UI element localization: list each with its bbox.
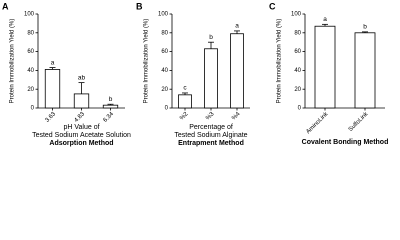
bar: [230, 33, 244, 109]
bar: [73, 93, 90, 109]
y-tick-label: 40: [27, 68, 34, 74]
x-tick-label: AminoLink: [305, 111, 330, 136]
bar: [44, 69, 61, 109]
y-tick-label: 60: [27, 49, 34, 55]
significance-letter: c: [183, 85, 187, 92]
x-axis-label: pH Value of: [63, 124, 99, 131]
y-tick-label: 0: [165, 106, 169, 112]
y-tick-label: 100: [24, 12, 35, 18]
x-tick-label: %2: [179, 111, 190, 122]
significance-letter: b: [109, 96, 113, 103]
significance-letter: a: [51, 59, 55, 66]
x-tick-label: 4.83: [74, 111, 87, 124]
y-tick-label: 80: [294, 30, 301, 36]
significance-letter: a: [323, 16, 327, 23]
y-tick-label: 80: [27, 30, 34, 36]
figure: A Protein Immobilization Yield (%) 0 20 40 60…: [2, 1, 389, 147]
significance-letter: b: [209, 34, 213, 41]
x-axis-label: Tested Sodium Acetate Solution: [32, 132, 131, 139]
y-tick-label: 40: [294, 68, 301, 74]
x-tick-label: 3.63: [45, 111, 58, 124]
y-tick-label: 20: [294, 87, 301, 93]
bar: [204, 48, 218, 109]
method-label: Adsorption Method: [49, 140, 113, 147]
y-tick-label: 20: [27, 87, 34, 93]
y-tick-label: 100: [158, 12, 169, 18]
y-tick-label: 0: [31, 106, 35, 112]
method-label: Entrapment Method: [178, 140, 244, 147]
bar: [314, 25, 336, 109]
x-tick-label: %3: [205, 111, 216, 122]
y-tick-label: 60: [161, 49, 168, 55]
y-tick-label: 20: [161, 87, 168, 93]
method-label: Covalent Bonding Method: [302, 139, 389, 146]
panel-label: C: [269, 1, 276, 11]
significance-letter: b: [363, 24, 367, 31]
y-tick-label: 100: [291, 12, 302, 18]
y-axis-label: Protein Immobilization Yield (%): [144, 19, 150, 104]
significance-letter: ab: [78, 74, 86, 81]
panel-label: B: [136, 1, 143, 11]
panel-label: A: [2, 1, 9, 11]
y-tick-label: 80: [161, 30, 168, 36]
y-axis-label: Protein Immobilization Yield (%): [277, 19, 283, 104]
bar: [102, 104, 119, 109]
x-axis-label: Percentage of: [189, 124, 233, 131]
x-tick-label: 6.34: [103, 111, 116, 124]
x-axis-label: Tested Sodium Alginate: [174, 132, 247, 139]
bar: [354, 32, 376, 109]
significance-letter: a: [235, 23, 239, 30]
bar: [178, 94, 192, 109]
x-tick-label: %4: [231, 111, 242, 122]
x-tick-label: SulfoLink: [348, 111, 370, 133]
y-tick-label: 60: [294, 49, 301, 55]
y-tick-label: 0: [298, 106, 302, 112]
y-axis-label: Protein Immobilization Yield (%): [10, 19, 16, 104]
y-tick-label: 40: [161, 68, 168, 74]
